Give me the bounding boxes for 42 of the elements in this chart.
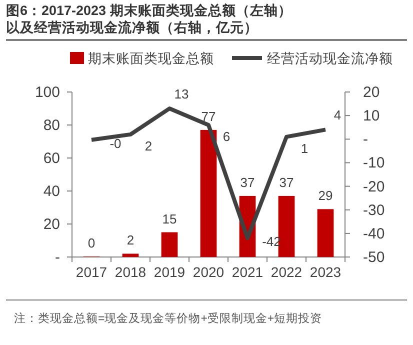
y-tick-label: 20: [43, 216, 60, 233]
chart-title: 图6：2017-2023 期末账面类现金总额（左轴）以及经营活动现金流净额（右轴，亿元）: [6, 2, 292, 35]
y-tick-label: 100: [34, 84, 60, 101]
y-tick-label: -: [55, 249, 60, 266]
data-label: 0: [88, 236, 96, 251]
y2-tick-label: 10: [363, 108, 380, 125]
data-label: 13: [174, 86, 189, 102]
data-label: 29: [318, 188, 333, 204]
data-label: 2: [144, 138, 152, 154]
bar: [317, 209, 334, 257]
y2-tick-label: 20: [363, 84, 380, 101]
y-tick-label: 40: [43, 183, 60, 200]
data-label: 77: [201, 108, 216, 124]
data-label: 37: [279, 174, 294, 190]
x-tick-label: 2022: [270, 264, 302, 280]
data-label: 2: [126, 232, 134, 248]
text: 注：类现金总额=现金及现金等价物+受限制现金+短期投资: [14, 311, 322, 325]
x-tick-label: 2019: [154, 264, 186, 280]
y2-tick-label: -: [363, 131, 368, 148]
bar: [161, 232, 178, 257]
data-label: 6: [222, 129, 230, 144]
data-label: -0: [110, 136, 122, 151]
data-label: 15: [162, 211, 177, 226]
x-tick-label: 2021: [232, 264, 264, 280]
legend-label: 经营活动现金流净额: [267, 51, 393, 66]
bar: [122, 254, 139, 257]
x-tick-label: 2017: [76, 264, 108, 280]
y2-tick-label: -30: [363, 202, 385, 219]
bar: [200, 130, 217, 257]
y2-tick-label: -20: [363, 178, 385, 196]
y2-tick-label: -40: [363, 225, 385, 242]
x-tick-label: 2020: [192, 264, 224, 280]
y2-tick-label: -50: [363, 249, 385, 266]
legend-label: 期末账面类现金总额: [88, 51, 214, 66]
x-tick-label: 2023: [310, 264, 342, 280]
data-label: 4: [334, 108, 342, 123]
data-label: 37: [240, 174, 255, 190]
y-tick-label: 60: [43, 150, 60, 167]
data-label: 1: [300, 140, 308, 156]
x-tick-label: 2018: [114, 264, 146, 280]
y2-tick-label: -10: [363, 154, 385, 172]
y-tick-label: 80: [43, 117, 60, 134]
